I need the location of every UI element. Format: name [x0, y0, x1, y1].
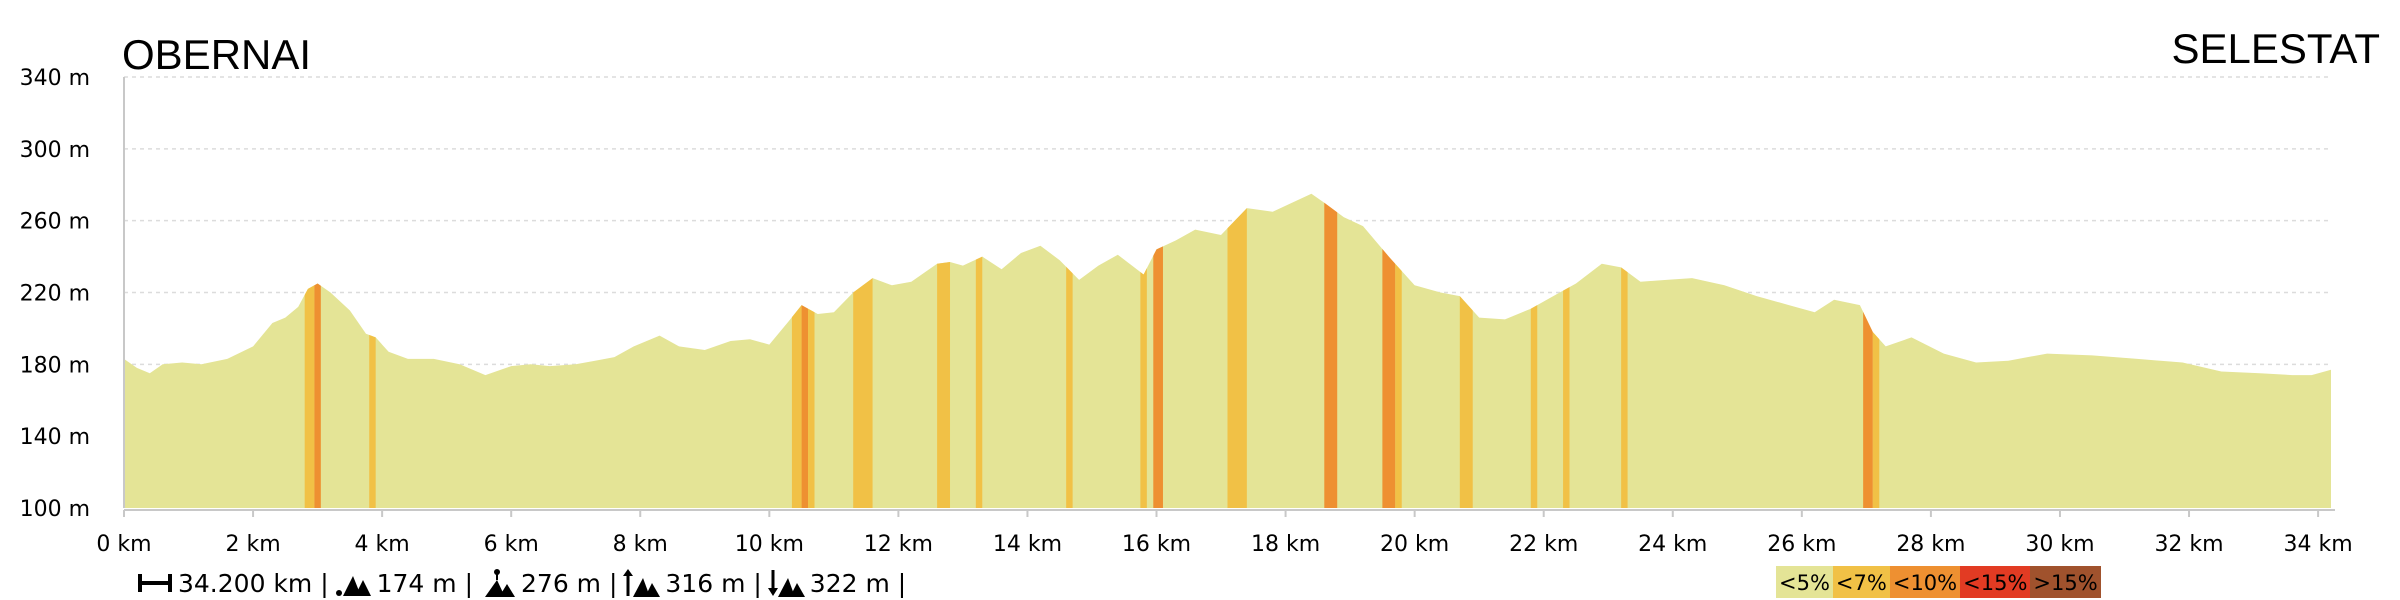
stat-min-altitude-value: 174 m | [376, 568, 474, 598]
gradient-segment [808, 193, 815, 508]
x-tick-label: 12 km [864, 532, 933, 557]
end-town-label: SELESTAT [2171, 25, 2380, 72]
route-stats: 34.200 km | 174 m | 276 m | 316 m | [130, 566, 906, 600]
gradient-segment [937, 193, 951, 508]
gradient-segment [369, 193, 376, 508]
x-tick-label: 16 km [1122, 532, 1191, 557]
stat-ascent-value: 316 m | [665, 568, 762, 598]
ascent-icon [623, 569, 661, 597]
stat-max-altitude: 276 m | [473, 568, 617, 598]
x-tick-label: 14 km [993, 532, 1062, 557]
x-tick-label: 10 km [735, 532, 804, 557]
y-tick-label: 140 m [20, 425, 90, 450]
y-tick-label: 180 m [20, 353, 90, 378]
gradient-segment [1382, 193, 1396, 508]
stat-descent: 322 m | [762, 568, 906, 598]
axes [123, 77, 2335, 511]
legend-item-lt7: <7% [1832, 566, 1890, 598]
gradient-legend: <5% <7% <10% <15% >15% [1776, 566, 2101, 598]
stat-distance: 34.200 km | [130, 568, 329, 598]
x-tick-label: 18 km [1251, 532, 1320, 557]
gradient-segment [1153, 193, 1163, 508]
gradient-segment [1863, 193, 1873, 508]
legend-item-lt15: <15% [1960, 566, 2031, 598]
descent-icon [767, 570, 805, 597]
max-altitude-icon [485, 569, 516, 597]
gradient-segment [1530, 193, 1538, 508]
gradient-segment [1140, 193, 1147, 508]
stat-ascent: 316 m | [617, 568, 762, 598]
y-tick-label: 220 m [20, 282, 90, 307]
stat-distance-value: 34.200 km | [178, 568, 329, 598]
y-tick-label: 300 m [20, 138, 90, 163]
distance-icon [138, 574, 172, 592]
legend-item-lt5: <5% [1776, 566, 1833, 598]
stat-min-altitude: 174 m | [329, 568, 473, 598]
y-tick-label: 260 m [20, 210, 90, 235]
x-tick-label: 20 km [1380, 532, 1449, 557]
x-tick-label: 30 km [2025, 532, 2094, 557]
x-axis-ticks: 0 km 2 km 4 km 6 km 8 km 10 km 12 km 14 km 16 km… [96, 510, 2353, 557]
x-tick-label: 0 km [96, 532, 151, 557]
gradient-segment [801, 193, 809, 508]
y-axis-ticks: 100 m 140 m 180 m 220 m 260 m 300 m 340 m [20, 66, 90, 522]
stat-descent-value: 322 m | [809, 568, 907, 598]
gradient-segment [1066, 193, 1073, 508]
gradient-segment [975, 193, 983, 508]
x-tick-label: 4 km [355, 532, 410, 557]
x-tick-label: 34 km [2284, 532, 2353, 557]
gradient-segment [1563, 193, 1570, 508]
x-tick-label: 6 km [484, 532, 539, 557]
y-tick-label: 340 m [20, 66, 90, 91]
legend-item-gt15: >15% [2030, 566, 2101, 598]
x-tick-label: 24 km [1638, 532, 1707, 557]
x-tick-label: 8 km [613, 532, 668, 557]
gradient-segment [1872, 193, 1880, 508]
x-tick-label: 28 km [1896, 532, 1965, 557]
gradient-segment [314, 193, 321, 508]
x-tick-label: 22 km [1509, 532, 1578, 557]
gradient-segment [1324, 193, 1338, 508]
y-tick-label: 100 m [20, 497, 90, 522]
gradient-segment [791, 193, 802, 508]
gradient-segment [304, 193, 315, 508]
gradient-segment [853, 193, 873, 508]
gradient-segment [1395, 193, 1402, 508]
x-tick-label: 26 km [1767, 532, 1836, 557]
min-altitude-icon [335, 576, 371, 596]
start-town-label: OBERNAI [122, 31, 312, 78]
gradient-segment [1227, 193, 1247, 508]
gradient-segment [1621, 193, 1628, 508]
x-tick-label: 32 km [2154, 532, 2223, 557]
stat-max-altitude-value: 276 m | [521, 568, 618, 598]
x-tick-label: 2 km [225, 532, 280, 557]
legend-item-lt10: <10% [1889, 566, 1961, 598]
